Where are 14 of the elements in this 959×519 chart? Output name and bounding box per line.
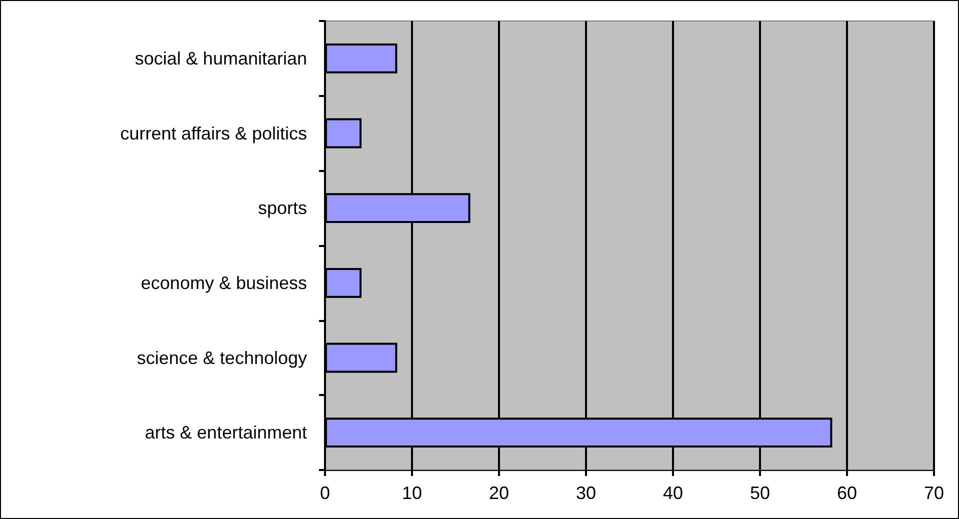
y-tick-label: science & technology	[136, 348, 307, 368]
x-tick-label: 0	[320, 483, 330, 503]
y-tick-label: social & humanitarian	[134, 48, 307, 68]
y-tick-label: current affairs & politics	[120, 123, 307, 144]
x-tick-label: 40	[662, 483, 684, 503]
y-tick-label: sports	[258, 198, 307, 218]
x-tick-label: 50	[750, 483, 770, 503]
y-tick-label: economy & business	[140, 272, 307, 293]
x-tick-label: 30	[576, 483, 596, 503]
x-tick-label: 60	[836, 483, 858, 503]
x-tick-label: 70	[924, 483, 944, 503]
y-tick-label: arts & entertainment	[144, 422, 307, 443]
x-tick-label: 10	[402, 483, 422, 503]
x-tick-label: 20	[488, 483, 510, 503]
